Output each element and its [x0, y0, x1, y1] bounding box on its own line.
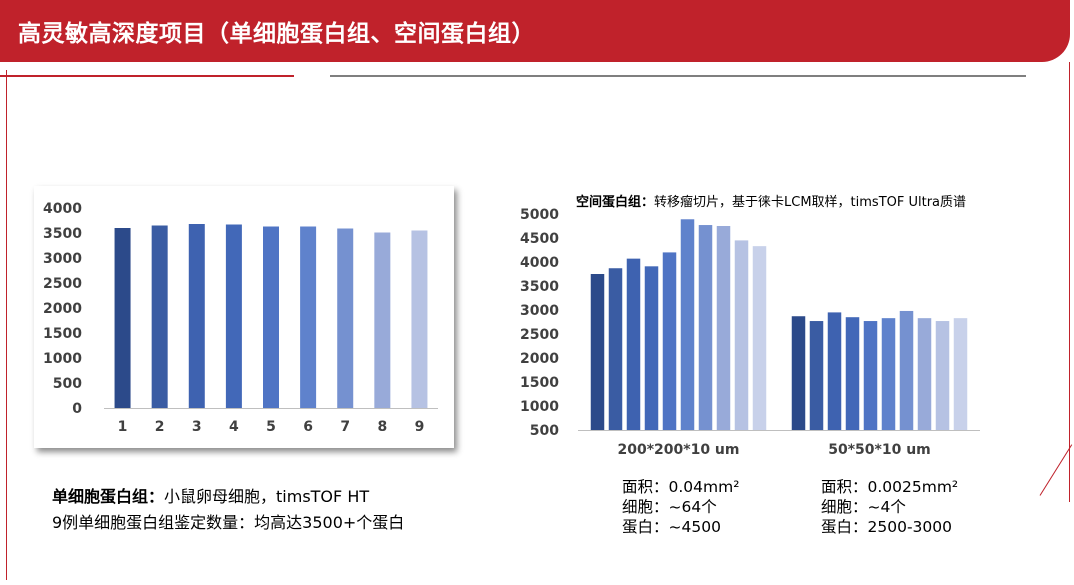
- bar: [845, 317, 860, 430]
- x-tick-label: 6: [303, 419, 313, 435]
- spatial-chart-title: 空间蛋白组：转移瘤切片，基于徕卡LCM取样，timsTOF Ultra质谱: [576, 191, 966, 210]
- y-tick-label: 2000: [43, 301, 82, 317]
- bar: [114, 228, 131, 408]
- y-tick-label: 4000: [520, 255, 559, 271]
- single-cell-chart-card: 0 500 1000 1500 2000 2500 3000 3500 4000 1 2 3 4 5 6 7 8…: [34, 186, 454, 448]
- x-tick-label: 7: [340, 419, 350, 435]
- bar: [374, 232, 391, 408]
- spec-50-area: 面积：0.0025mm²: [821, 478, 959, 496]
- spatial-bar-chart: 500 1000 1500 2000 2500 3000 3500 4000 4500 5000 2…: [520, 207, 980, 458]
- spatial-chart-title-bold: 空间蛋白组：: [576, 195, 655, 210]
- y-tick-label: 1500: [43, 326, 82, 342]
- single-cell-note-rest: 小鼠卵母细胞，timsTOF HT: [164, 487, 370, 506]
- spec-200-block: 面积：0.04mm² 细胞：~64个 蛋白：~4500: [622, 477, 739, 537]
- y-tick-label: 2500: [520, 327, 559, 343]
- bar: [608, 268, 623, 430]
- y-tick-label: 5000: [520, 207, 559, 223]
- single-cell-note-bold: 单细胞蛋白组：: [52, 487, 165, 506]
- bar: [752, 246, 767, 430]
- bar: [791, 316, 806, 430]
- bar: [899, 310, 914, 430]
- y-tick-label: 500: [530, 423, 559, 439]
- y-tick-label: 3500: [520, 279, 559, 295]
- bar: [680, 219, 695, 430]
- y-tick-label: 0: [72, 401, 82, 417]
- y-tick-label: 3000: [520, 303, 559, 319]
- x-tick-label: 9: [415, 419, 425, 435]
- x-tick-label: 4: [229, 419, 239, 435]
- spec-200-cells: 细胞：~64个: [622, 498, 717, 516]
- y-tick-label: 2000: [520, 351, 559, 367]
- page-title: 高灵敏高深度项目（单细胞蛋白组、空间蛋白组）: [18, 21, 535, 47]
- bar: [809, 321, 824, 430]
- bar: [263, 226, 279, 408]
- y-tick-label: 1000: [520, 399, 559, 415]
- y-tick-label: 4000: [43, 201, 82, 217]
- bar: [225, 224, 242, 408]
- y-tick-label: 3500: [43, 226, 82, 242]
- bar: [716, 226, 731, 430]
- header-bar: 高灵敏高深度项目（单细胞蛋白组、空间蛋白组）: [0, 0, 1070, 62]
- y-tick-label: 2500: [43, 276, 82, 292]
- bar: [662, 252, 677, 430]
- x-category-label: 200*200*10 um: [617, 442, 739, 458]
- frame-right-corner: [1039, 444, 1073, 496]
- bar: [151, 225, 168, 408]
- bar: [953, 318, 968, 430]
- bar: [827, 312, 842, 430]
- spatial-chart-title-rest: 转移瘤切片，基于徕卡LCM取样，timsTOF Ultra质谱: [654, 195, 967, 210]
- bar: [881, 318, 896, 430]
- bar: [411, 230, 428, 408]
- y-tick-label: 3000: [43, 251, 82, 267]
- x-tick-label: 8: [377, 419, 387, 435]
- divider-red: [0, 75, 294, 77]
- spec-50-proteins: 蛋白：2500-3000: [821, 518, 952, 536]
- single-cell-bar-chart: 0 500 1000 1500 2000 2500 3000 3500 4000 1 2 3 4 5 6 7 8…: [43, 201, 438, 435]
- x-tick-label: 3: [192, 419, 202, 435]
- x-tick-label: 1: [118, 419, 128, 435]
- y-tick-label: 4500: [520, 231, 559, 247]
- x-tick-label: 2: [155, 419, 165, 435]
- spec-50-cells: 细胞：~4个: [821, 498, 906, 516]
- bar: [917, 318, 932, 430]
- bar: [734, 240, 749, 430]
- bar: [300, 226, 317, 408]
- bar: [935, 321, 950, 430]
- bar: [863, 321, 878, 430]
- spec-50-block: 面积：0.0025mm² 细胞：~4个 蛋白：2500-3000: [821, 477, 958, 537]
- y-tick-label: 1000: [43, 351, 82, 367]
- bar: [644, 266, 659, 430]
- bar: [188, 224, 205, 408]
- y-tick-label: 1500: [520, 375, 559, 391]
- single-cell-note: 单细胞蛋白组：小鼠卵母细胞，timsTOF HT 9例单细胞蛋白组鉴定数量：均高…: [52, 484, 404, 536]
- divider-gray: [330, 75, 1026, 77]
- spec-200-proteins: 蛋白：~4500: [622, 518, 721, 536]
- spec-200-area: 面积：0.04mm²: [622, 478, 740, 496]
- frame-left-line: [6, 70, 7, 580]
- bar: [626, 258, 641, 430]
- frame-right-line: [1069, 62, 1070, 502]
- y-tick-label: 500: [53, 376, 82, 392]
- bar: [337, 228, 354, 408]
- single-cell-note-line2: 9例单细胞蛋白组鉴定数量：均高达3500+个蛋白: [52, 513, 405, 532]
- bar: [590, 274, 605, 430]
- x-category-label: 50*50*10 um: [828, 442, 931, 458]
- x-tick-label: 5: [266, 419, 276, 435]
- bar: [698, 225, 713, 430]
